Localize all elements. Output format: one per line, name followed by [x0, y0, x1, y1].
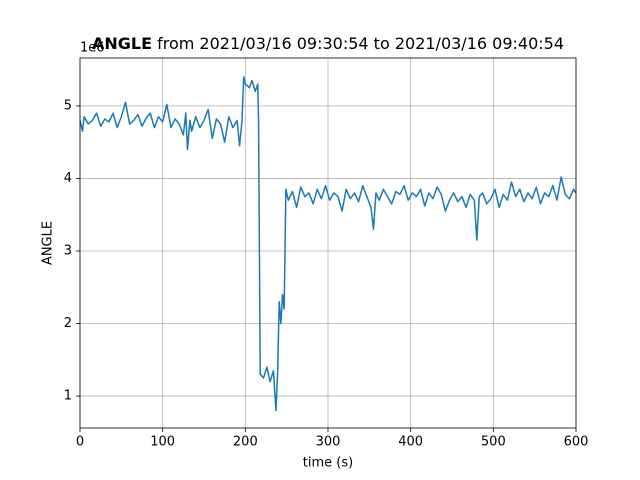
x-axis-label: time (s) [303, 456, 353, 471]
x-tick-label: 200 [233, 435, 258, 450]
title-bold: ANGLE [92, 34, 152, 53]
y-axis-label: ANGLE [41, 221, 56, 265]
x-tick-label: 500 [481, 435, 506, 450]
axes-frame [79, 57, 577, 429]
y-tick-label: 4 [64, 171, 72, 186]
y-tick-label: 1 [64, 389, 72, 404]
x-tick-label: 100 [150, 435, 175, 450]
offset-text: 1e6 [80, 41, 105, 56]
x-tick-label: 400 [398, 435, 423, 450]
x-tick-label: 0 [76, 435, 84, 450]
y-tick-label: 3 [64, 243, 72, 258]
x-tick-label: 300 [316, 435, 341, 450]
y-tick-label: 2 [64, 316, 72, 331]
chart-title: ANGLE from 2021/03/16 09:30:54 to 2021/0… [92, 34, 564, 53]
title-rest: from 2021/03/16 09:30:54 to 2021/03/16 0… [157, 34, 564, 53]
y-tick-label: 5 [64, 98, 72, 113]
data-line [79, 76, 577, 412]
x-tick-label: 600 [564, 435, 589, 450]
